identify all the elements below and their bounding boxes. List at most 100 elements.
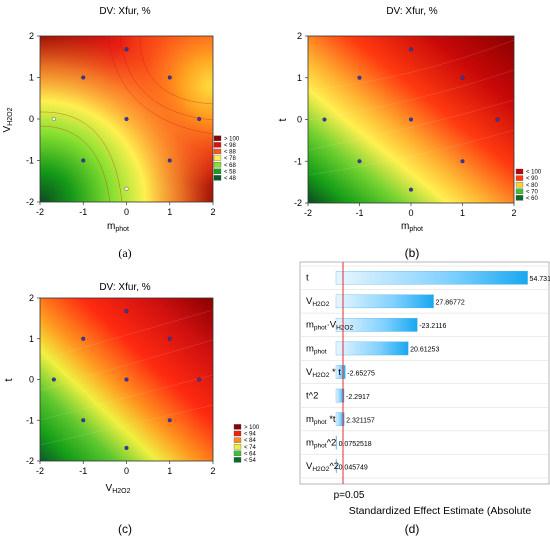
panel-d-value-label: -23.2116 [419, 323, 446, 330]
panel-d-value-label: 54.73135 [530, 276, 550, 283]
panel-c-ytick-label: 0 [29, 375, 34, 385]
panel-b-legend-swatch [515, 195, 524, 201]
panel-d-label: (d) [405, 522, 420, 536]
panel-c-legend-swatch [233, 450, 242, 456]
panel-b-ytick-label: -2 [294, 198, 302, 208]
panel-d-category-label: VH2O2^2 [306, 461, 339, 473]
panel-d-bar [335, 318, 418, 332]
panel-a-ticks: -2 -1 0 1 2 -2 -1 0 1 2 [26, 31, 216, 217]
panel-a-xtick-label: 1 [167, 207, 172, 217]
panel-b-ytick-label: -1 [294, 156, 302, 166]
panel-a-ylabel: VH2O2 [2, 107, 14, 132]
panel-d-reference-label: p=0.05 [334, 490, 365, 501]
panel-a-ytick-label: 1 [29, 73, 34, 83]
panel-d-category-labels: t VH2O2 mphot·VH2O2 mphot VH2O2 * t t^2 mphot … [306, 273, 353, 473]
panel-a-ytick-label: 2 [29, 31, 34, 41]
panel-b-design-point [495, 117, 500, 122]
panel-c-design-points [51, 308, 202, 451]
panel-b-legend-label: < 90 [526, 176, 539, 182]
panel-a-design-point [124, 47, 129, 52]
panel-c-ytick-label: 1 [29, 334, 34, 344]
panel-a-legend-label: > 100 [224, 136, 240, 142]
panel-d-bar [335, 365, 346, 379]
panel-a-legend-label: < 88 [224, 150, 237, 156]
panel-a-design-point [124, 186, 129, 191]
panel-c-design-point [51, 377, 56, 382]
panel-c: DV: Xfur, % -2 -1 0 1 2 -2 -1 0 1 2 VH2O2 t > 100… [3, 282, 260, 536]
panel-c-legend-label: < 74 [244, 445, 257, 451]
panel-c-legend: > 100< 94< 84< 74< 64< 54 [233, 424, 260, 464]
panel-a-legend-label: < 78 [224, 156, 237, 162]
panel-c-design-point [167, 418, 172, 423]
panel-c-ytick-label: 2 [29, 293, 34, 303]
panel-a-xtick-label: 2 [210, 207, 215, 217]
panel-b-ytick-label: 2 [297, 31, 302, 41]
panel-a-legend-swatch [213, 142, 222, 148]
panel-d-bar [335, 388, 345, 403]
panel-d-value-label: 27.86772 [436, 300, 465, 307]
panel-a-xtick-label: -2 [36, 207, 44, 217]
panel-c-design-point [124, 377, 129, 382]
panel-d-bars: 54.73135 27.86772 -23.2116 20.61253 -2.65275… [335, 271, 550, 473]
panel-a-legend-label: < 68 [224, 163, 237, 169]
panel-a-xtick-label: 0 [124, 207, 129, 217]
panel-c-xtick-label: -2 [36, 466, 44, 476]
panel-d-category-label: mphot·VH2O2 [306, 320, 353, 332]
panel-c-ticks: -2 -1 0 1 2 -2 -1 0 1 2 [26, 293, 216, 476]
panel-a-legend-swatch [213, 148, 222, 155]
panel-d-category-label: t^2 [306, 390, 318, 401]
panel-a-design-point [81, 158, 86, 163]
panel-d-category-label: t [306, 273, 309, 284]
panel-b-design-point [408, 47, 414, 52]
panel-a-legend: > 100< 98< 88< 78< 68< 58< 48 [213, 135, 240, 182]
panel-a-title: DV: Xfur, % [99, 6, 150, 17]
panel-a-legend-label: < 98 [224, 143, 237, 149]
panel-a-design-point [167, 75, 172, 80]
panel-d-grid [300, 265, 549, 479]
panel-a-label: (a) [118, 246, 131, 260]
panel-c-design-point [124, 308, 129, 314]
panel-c-title: DV: Xfur, % [99, 282, 150, 293]
panel-c-ylabel: t [3, 378, 15, 381]
panel-b-label: (b) [405, 246, 420, 260]
panel-a-design-point [51, 116, 56, 122]
panel-b-ytick-label: 0 [297, 115, 302, 125]
panel-b-legend-label: < 60 [526, 196, 539, 202]
panel-a-legend-label: < 48 [224, 176, 237, 182]
panel-d-category-label: mphot^2 [306, 437, 336, 449]
panel-b-ytick-label: 1 [297, 73, 302, 83]
panel-b-xtick-label: -2 [304, 208, 312, 218]
panel-a-legend-swatch [213, 162, 222, 168]
panel-d-category-label: VH2O2 [306, 296, 330, 308]
panel-c-design-point [81, 336, 86, 341]
panel-b-design-point [408, 187, 414, 192]
panel-d-bar [335, 459, 337, 473]
panel-a-legend-swatch [213, 175, 222, 181]
panel-d-bar [335, 341, 409, 356]
panel-c-xtick-label: -1 [79, 466, 87, 476]
panel-b-design-point [357, 159, 362, 164]
panel-c-legend-label: < 54 [244, 458, 257, 464]
panel-b-design-point [408, 117, 414, 122]
panel-d-bar [335, 412, 345, 426]
panel-c-design-point [197, 377, 202, 382]
panel-a-xtick-label: -1 [79, 207, 87, 217]
panel-a-design-point [81, 75, 86, 80]
panel-c-legend-swatch [233, 457, 242, 463]
panel-d-bar [335, 271, 528, 285]
panel-c-ytick-label: -2 [26, 456, 34, 466]
panel-c-legend-label: < 94 [244, 432, 257, 438]
panel-d-bar [335, 294, 434, 309]
panel-d-category-label: mphot [306, 343, 327, 355]
panel-b-design-point [322, 117, 327, 122]
panel-b-design-points [322, 47, 500, 192]
panel-d-value-label: -2.2917 [346, 394, 370, 401]
panel-d-frame [299, 261, 550, 485]
panel-a: DV: Xfur, % -2 -1 0 1 2 -2 -1 0 1 2 mphot VH2O2 >… [2, 6, 240, 260]
panel-a-legend-swatch [213, 135, 222, 141]
panel-d-xlabel: Standardized Effect Estimate (Absolute [349, 505, 532, 517]
panel-b-xtick-label: 2 [511, 208, 516, 218]
panel-b-design-point [460, 75, 465, 80]
panel-b-design-point [357, 75, 362, 80]
panel-a-design-point [197, 116, 202, 122]
